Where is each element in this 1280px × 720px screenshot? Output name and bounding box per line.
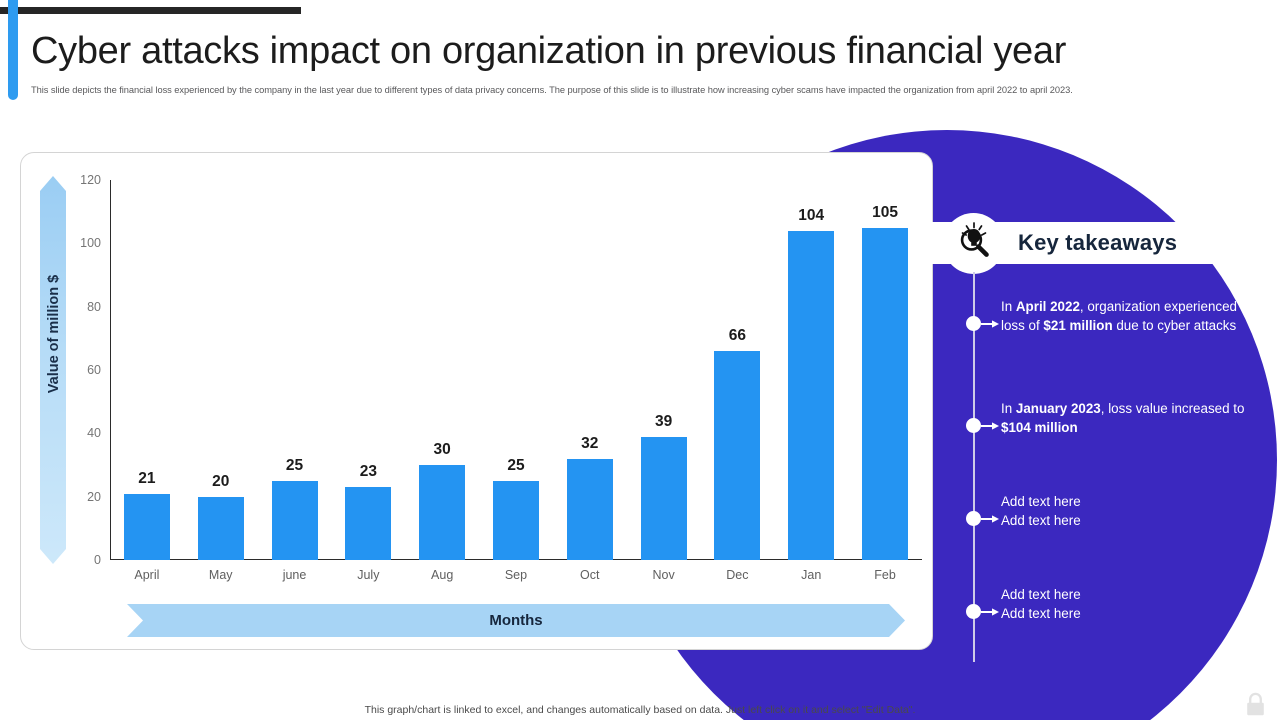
y-axis-label: Value of million $ [46,274,62,394]
timeline-dot [966,418,981,433]
page-title: Cyber attacks impact on organization in … [31,30,1067,72]
x-axis-tick: April [134,568,160,582]
arrow-right-icon [981,607,999,616]
bar[interactable] [492,480,539,560]
arrow-right-icon [981,421,999,430]
takeaway-text: In April 2022, organization experienced … [1001,299,1237,333]
timeline-dot [966,604,981,619]
x-axis-tick: Sep [504,568,528,582]
y-axis-line [110,180,112,560]
bar-slot: 20 [184,180,258,560]
x-axis-label: Months [489,612,543,629]
takeaway-text: Add text here Add text here [1001,494,1081,528]
takeaway-text: Add text here Add text here [1001,587,1081,621]
lightbulb-magnifier-icon [953,220,995,267]
bar[interactable] [345,487,392,560]
bar-value-label: 105 [872,203,898,221]
lock-icon [1244,692,1267,717]
bar[interactable] [197,496,244,560]
y-axis-tick: 60 [87,363,101,377]
bar-slot: 23 [331,180,405,560]
bar-slot: 25 [258,180,332,560]
x-axis-tick: Feb [874,568,896,582]
x-axis-tick: june [282,568,307,582]
x-axis-banner: Months [127,604,905,637]
y-axis-tick: 100 [80,236,101,251]
y-axis-tick: 120 [80,173,101,187]
chart-card [20,152,933,650]
key-takeaways-timeline [973,272,975,662]
takeaway-text: In January 2023, loss value increased to… [1001,401,1245,435]
bar-value-label: 66 [728,327,747,344]
x-axis-tick: Jan [801,568,822,582]
footer-note: This graph/chart is linked to excel, and… [364,704,916,716]
bar-value-label: 104 [798,206,825,224]
bar-slot: 25 [479,180,553,560]
bar-value-label: 23 [359,463,377,481]
bar[interactable] [271,480,318,560]
bar[interactable] [788,230,835,560]
bar-slot: 30 [405,180,479,560]
chart-plot-area: 0 20 40 60 80 100 120 21 20 25 23 30 25 32 39 66 104 105… [80,173,922,582]
arrow-right-icon [981,319,999,328]
bar[interactable] [714,351,761,560]
x-axis-tick: Oct [580,568,600,582]
timeline-dot [966,511,981,526]
x-axis-ticks: April May june July Aug Sep Oct Nov Dec Jan Feb [110,568,922,582]
top-accent-bar [0,7,301,14]
bar[interactable] [566,458,613,560]
bar-slot: 39 [627,180,701,560]
bar-value-label: 32 [581,434,599,452]
bar-slot: 105 [848,180,922,560]
x-axis-tick: Dec [726,568,749,582]
bar-value-label: 30 [433,441,451,458]
arrow-right-icon [981,514,999,523]
key-takeaways-icon-badge [943,213,1004,274]
bar-value-label: 20 [212,472,230,490]
bar[interactable] [640,436,687,560]
bar-series: 21 20 25 23 30 25 32 39 66 104 105 [110,180,922,560]
x-axis-tick: July [357,568,380,582]
y-axis-tick: 20 [87,489,101,504]
x-axis-tick: May [208,568,233,582]
timeline-dot [966,316,981,331]
page-subtitle: This slide depicts the financial loss ex… [31,85,1073,95]
bar-slot: 104 [774,180,848,560]
bar[interactable] [862,227,909,560]
bar-value-label: 39 [654,412,673,430]
bar[interactable] [123,493,170,560]
bar-slot: 21 [110,180,184,560]
x-axis-tick: Nov [652,568,675,582]
y-axis-banner: Value of million $ [40,176,66,564]
bar-slot: 66 [701,180,775,560]
bar-value-label: 25 [507,456,525,474]
x-axis-tick: Aug [431,568,454,582]
y-axis-tick: 0 [94,553,101,567]
bar-value-label: 25 [285,456,304,474]
y-axis-tick: 80 [87,299,101,314]
bar-slot: 32 [553,180,627,560]
left-accent-bar [8,0,18,100]
key-takeaways-title: Key takeaways [1018,230,1178,255]
bar[interactable] [419,465,466,560]
y-axis-tick: 40 [87,426,101,441]
bar-value-label: 21 [138,469,156,487]
